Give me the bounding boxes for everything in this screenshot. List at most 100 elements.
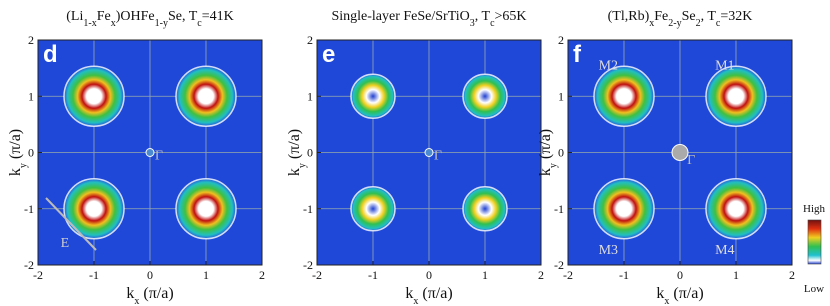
x-tick-label: 0 [677, 268, 683, 282]
y-axis-label-part: y [18, 163, 29, 168]
x-tick-label: 2 [538, 268, 544, 282]
annotation: Γ [155, 148, 163, 163]
colorbar-low: Low [804, 283, 824, 295]
y-axis-label-part: k [537, 168, 554, 176]
panel-title-part: Se, T [168, 9, 198, 24]
x-axis-label: kx (π/a) [656, 285, 703, 306]
fermi-pocket [175, 178, 237, 240]
panel-title-part: 1-y [155, 18, 168, 29]
x-axis-label-part: (π/a) [418, 285, 452, 302]
y-axis-label: ky (π/a) [286, 129, 308, 176]
y-tick-label: 0 [307, 146, 313, 160]
gamma-spot [424, 148, 434, 157]
fermi-pocket [462, 73, 508, 119]
x-tick-label: 1 [733, 268, 739, 282]
x-axis-label-part: x [413, 296, 418, 306]
panel-title-part: 2 [696, 18, 701, 29]
y-tick-label: -2 [554, 258, 564, 272]
x-axis-label-part: (π/a) [139, 285, 173, 302]
x-axis-label-part: x [134, 296, 139, 306]
panel-title-part: (Li [66, 9, 83, 24]
fermi-pocket [350, 186, 396, 232]
panel-title: (Li1-xFex)OHFe1-ySe, Tc=41K [66, 9, 233, 29]
panel-title-part: c [197, 18, 202, 29]
panel: -2 -1 0 1 2 -2 -1 0 1 2 Single-layer FeSe/SrTiO3, … [286, 9, 544, 306]
y-tick-label: 1 [28, 89, 34, 103]
x-tick-label: 0 [426, 268, 432, 282]
gamma-spot [145, 148, 155, 157]
y-tick-label: -1 [303, 202, 313, 216]
y-axis-label-part: k [286, 168, 303, 176]
x-axis-label-part: (π/a) [669, 285, 703, 302]
panel-title-part: 1-x [83, 18, 96, 29]
panel-letter: f [573, 41, 582, 68]
panel-title-part: x [111, 18, 116, 29]
x-axis-label: kx (π/a) [126, 285, 173, 306]
x-axis-label: kx (π/a) [405, 285, 452, 306]
fermi-pocket [705, 65, 767, 127]
panel-title-part: )OHFe [116, 9, 155, 24]
annotation: Γ [434, 148, 442, 163]
y-tick-label: 2 [307, 33, 313, 47]
panel-title-part: c [716, 18, 721, 29]
y-tick-label: -1 [24, 202, 34, 216]
panel-title-part: =41K [202, 9, 234, 24]
x-tick-label: 0 [147, 268, 153, 282]
y-tick-label: -2 [24, 258, 34, 272]
panel-title-part: , T [475, 9, 491, 24]
panel-title-part: (Tl,Rb) [608, 9, 650, 24]
x-tick-label: -1 [89, 268, 99, 282]
fermi-pocket [593, 65, 655, 127]
x-tick-label: -2 [563, 268, 573, 282]
y-axis-label-part: (π/a) [537, 129, 554, 163]
annotation: M3 [599, 243, 618, 258]
y-axis-label-part: (π/a) [286, 129, 303, 163]
fermi-pocket [462, 186, 508, 232]
y-tick-label: 2 [28, 33, 34, 47]
fermi-pocket [593, 178, 655, 240]
x-axis-label-part: x [664, 296, 669, 306]
x-tick-label: 2 [789, 268, 795, 282]
colorbar [807, 219, 822, 265]
y-tick-label: 0 [28, 146, 34, 160]
x-tick-label: 1 [203, 268, 209, 282]
y-axis-label: ky (π/a) [537, 129, 559, 176]
y-axis-label-part: y [548, 163, 559, 168]
fermi-pocket [63, 65, 125, 127]
panel-title-part: Single-layer FeSe/SrTiO [331, 9, 469, 24]
y-tick-label: 1 [307, 89, 313, 103]
y-tick-label: -2 [303, 258, 313, 272]
annotation: E [61, 236, 70, 251]
fermi-pocket [63, 178, 125, 240]
panel-title-part: Fe [654, 9, 668, 24]
panel-title-part: >65K [495, 9, 527, 24]
panel-title-part: , T [701, 9, 717, 24]
polarization-arrow [45, 197, 97, 251]
fermi-pocket [175, 65, 237, 127]
panel-title-part: 3 [470, 18, 475, 29]
x-tick-label: -1 [619, 268, 629, 282]
panel-title-part: =32K [720, 9, 752, 24]
x-axis-label-part: k [405, 285, 413, 302]
annotation: M1 [715, 58, 734, 73]
y-axis-label: ky (π/a) [7, 129, 29, 176]
y-axis-label-part: y [297, 163, 308, 168]
y-tick-label: -1 [554, 202, 564, 216]
x-axis-label-part: k [656, 285, 664, 302]
fermi-pocket [705, 178, 767, 240]
y-axis-label-part: (π/a) [7, 129, 24, 163]
x-tick-label: 2 [259, 268, 265, 282]
panel-title-part: Fe [97, 9, 111, 24]
y-tick-label: 0 [558, 146, 564, 160]
panel-title-part: x [649, 18, 654, 29]
y-tick-label: 1 [558, 89, 564, 103]
panel-title: Single-layer FeSe/SrTiO3, Tc>65K [331, 9, 526, 29]
panel-title-part: c [490, 18, 495, 29]
x-tick-label: 1 [482, 268, 488, 282]
x-tick-label: -2 [33, 268, 43, 282]
gamma-spot [671, 144, 689, 161]
y-tick-label: 2 [558, 33, 564, 47]
x-axis-label-part: k [126, 285, 134, 302]
